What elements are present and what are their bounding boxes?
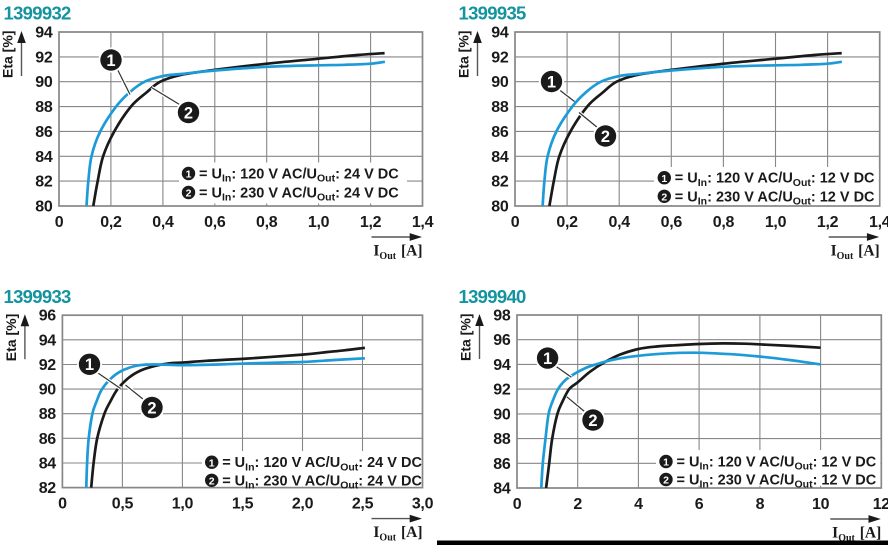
svg-text:= UIn: 230 V AC/UOut: 24 V DC: = UIn: 230 V AC/UOut: 24 V DC: [222, 473, 422, 491]
svg-text:0,8: 0,8: [713, 214, 735, 231]
svg-text:4: 4: [634, 496, 643, 513]
svg-text:IOut [A]: IOut [A]: [831, 243, 880, 263]
svg-text:2: 2: [147, 399, 156, 417]
svg-text:1,2: 1,2: [817, 214, 839, 231]
svg-text:1: 1: [186, 169, 192, 181]
svg-text:1,0: 1,0: [308, 214, 330, 231]
svg-text:Eta [%]: Eta [%]: [0, 31, 16, 78]
svg-text:94: 94: [493, 357, 511, 374]
svg-text:= UIn: 230 V AC/UOut: 12 V DC: = UIn: 230 V AC/UOut: 12 V DC: [675, 189, 875, 207]
svg-text:84: 84: [493, 481, 511, 498]
svg-text:84: 84: [491, 149, 509, 166]
svg-text:84: 84: [35, 149, 53, 166]
svg-text:94: 94: [35, 25, 53, 42]
svg-text:1,2: 1,2: [360, 214, 382, 231]
svg-text:Eta [%]: Eta [%]: [3, 314, 19, 361]
svg-text:92: 92: [35, 49, 53, 66]
svg-text:8: 8: [756, 496, 765, 513]
svg-text:0: 0: [511, 214, 520, 231]
svg-text:94: 94: [39, 332, 57, 349]
svg-text:1: 1: [663, 457, 669, 469]
svg-text:Eta [%]: Eta [%]: [456, 31, 472, 78]
svg-text:1: 1: [209, 457, 215, 469]
svg-text:1399935: 1399935: [459, 3, 527, 24]
svg-text:0,8: 0,8: [256, 214, 278, 231]
svg-text:80: 80: [491, 199, 509, 216]
svg-text:92: 92: [39, 357, 57, 374]
svg-text:1,4: 1,4: [869, 214, 888, 231]
svg-text:1,5: 1,5: [232, 496, 254, 513]
svg-text:0,6: 0,6: [661, 214, 683, 231]
svg-text:88: 88: [491, 99, 509, 116]
svg-text:2: 2: [186, 188, 192, 200]
svg-text:2: 2: [209, 476, 215, 488]
svg-text:0,6: 0,6: [204, 214, 226, 231]
svg-text:0,2: 0,2: [556, 214, 578, 231]
svg-text:90: 90: [39, 382, 57, 399]
svg-text:0,5: 0,5: [112, 496, 134, 513]
svg-text:92: 92: [493, 382, 511, 399]
svg-text:= UIn: 120 V AC/UOut: 24 V DC: = UIn: 120 V AC/UOut: 24 V DC: [222, 455, 422, 473]
svg-text:2: 2: [184, 104, 193, 122]
svg-text:= UIn: 120 V AC/UOut: 12 V DC: = UIn: 120 V AC/UOut: 12 V DC: [675, 171, 875, 189]
svg-text:0,4: 0,4: [609, 214, 631, 231]
svg-text:1: 1: [106, 52, 115, 70]
svg-text:1,4: 1,4: [412, 214, 434, 231]
svg-text:1399932: 1399932: [4, 3, 72, 24]
svg-text:IOut [A]: IOut [A]: [373, 243, 422, 263]
svg-text:1: 1: [661, 173, 667, 185]
svg-text:94: 94: [491, 25, 509, 42]
svg-text:= UIn: 120 V AC/UOut: 24 V DC: = UIn: 120 V AC/UOut: 24 V DC: [199, 167, 399, 185]
svg-text:IOut [A]: IOut [A]: [373, 524, 422, 544]
svg-text:0: 0: [513, 496, 522, 513]
svg-text:1: 1: [547, 73, 556, 91]
svg-text:6: 6: [695, 496, 704, 513]
svg-text:86: 86: [39, 431, 57, 448]
svg-text:84: 84: [39, 456, 57, 473]
svg-text:= UIn: 230 V AC/UOut: 12 V DC: = UIn: 230 V AC/UOut: 12 V DC: [677, 473, 877, 491]
svg-text:88: 88: [39, 406, 57, 423]
svg-text:96: 96: [493, 332, 511, 349]
svg-text:1: 1: [85, 356, 94, 374]
svg-text:82: 82: [35, 174, 53, 191]
svg-text:98: 98: [493, 308, 511, 325]
svg-text:96: 96: [39, 308, 57, 325]
svg-text:90: 90: [491, 74, 509, 91]
svg-text:1,0: 1,0: [172, 496, 194, 513]
svg-text:88: 88: [493, 431, 511, 448]
svg-text:92: 92: [491, 49, 509, 66]
svg-text:2: 2: [601, 128, 610, 146]
svg-text:90: 90: [35, 74, 53, 91]
svg-text:86: 86: [35, 124, 53, 141]
svg-text:88: 88: [35, 99, 53, 116]
svg-text:12: 12: [873, 496, 888, 513]
svg-text:1: 1: [543, 350, 552, 368]
svg-text:1399940: 1399940: [459, 286, 527, 307]
svg-text:2: 2: [573, 496, 582, 513]
svg-text:90: 90: [493, 406, 511, 423]
svg-text:2: 2: [661, 192, 667, 204]
svg-text:2: 2: [663, 475, 669, 487]
svg-text:Eta [%]: Eta [%]: [458, 314, 474, 361]
svg-text:= UIn: 120 V AC/UOut: 12 V DC: = UIn: 120 V AC/UOut: 12 V DC: [677, 455, 877, 473]
svg-text:80: 80: [35, 199, 53, 216]
svg-text:10: 10: [812, 496, 830, 513]
svg-text:0,4: 0,4: [152, 214, 174, 231]
svg-text:= UIn: 230 V AC/UOut: 24 V DC: = UIn: 230 V AC/UOut: 24 V DC: [199, 186, 399, 204]
svg-text:0,2: 0,2: [100, 214, 122, 231]
svg-text:2: 2: [588, 412, 597, 430]
svg-text:2,5: 2,5: [352, 496, 374, 513]
svg-text:1,0: 1,0: [765, 214, 787, 231]
svg-text:0: 0: [58, 496, 67, 513]
svg-text:86: 86: [491, 124, 509, 141]
svg-text:86: 86: [493, 456, 511, 473]
svg-text:3,0: 3,0: [412, 496, 434, 513]
svg-text:2,0: 2,0: [292, 496, 314, 513]
svg-text:1399933: 1399933: [4, 286, 72, 307]
svg-text:82: 82: [491, 174, 509, 191]
svg-text:82: 82: [39, 480, 57, 497]
svg-text:0: 0: [55, 214, 64, 231]
